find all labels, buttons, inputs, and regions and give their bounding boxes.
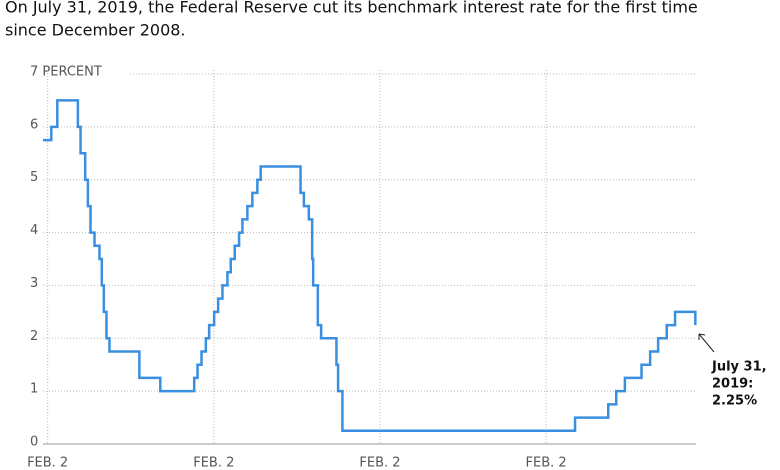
annotation-line: 2019: bbox=[712, 377, 753, 392]
y-tick-label: 7 PERCENT bbox=[30, 65, 102, 80]
y-tick-label: 4 bbox=[30, 223, 38, 238]
y-tick-label: 3 bbox=[30, 276, 38, 291]
y-tick-label: 6 bbox=[30, 117, 38, 132]
annotation-line: July 31, bbox=[711, 360, 767, 375]
y-tick-label: 2 bbox=[30, 329, 38, 344]
annotation-line: 2.25% bbox=[712, 394, 757, 409]
y-tick-label: 0 bbox=[30, 435, 38, 450]
chart-title-line: On July 31, 2019, the Federal Reserve cu… bbox=[5, 0, 698, 17]
x-tick-label: FEB. 2 bbox=[526, 456, 567, 470]
chart-title-line: since December 2008. bbox=[5, 21, 186, 40]
y-tick-label: 1 bbox=[30, 382, 38, 397]
x-tick-label: FEB. 2 bbox=[193, 456, 234, 470]
y-tick-label: 5 bbox=[30, 170, 38, 185]
x-tick-label: FEB. 2 bbox=[27, 456, 68, 470]
annotation-arrow bbox=[698, 333, 715, 353]
x-tick-label: FEB. 2 bbox=[359, 456, 400, 470]
rate-line bbox=[43, 99, 697, 433]
annotation-arrowhead bbox=[698, 333, 706, 340]
